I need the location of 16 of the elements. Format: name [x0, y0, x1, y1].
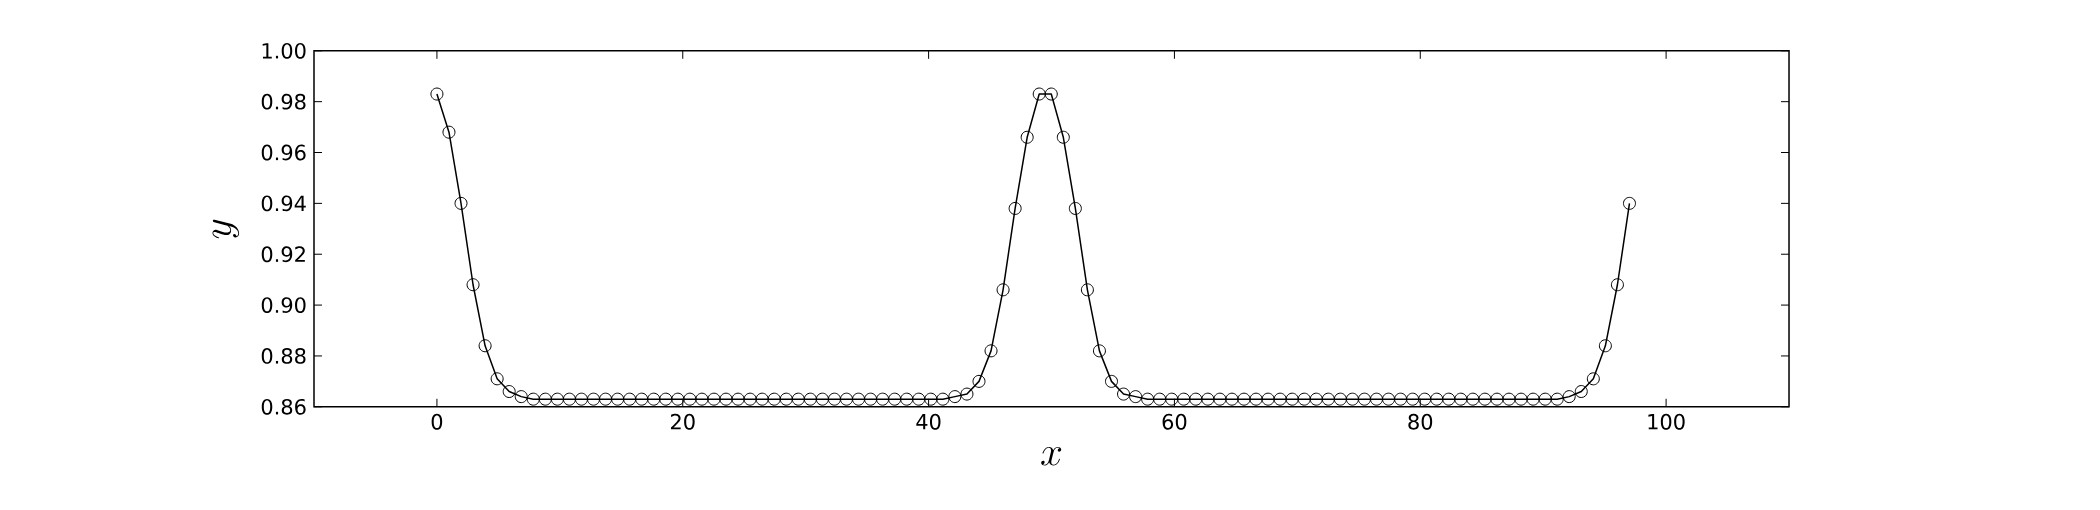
- y-tick-label: 0.88: [261, 348, 306, 364]
- y-tick-label: 0.92: [261, 246, 305, 263]
- x-tick-label: 80: [1408, 413, 1433, 430]
- y-axis-title: $y$: [212, 219, 240, 239]
- y-tick-label: 1.00: [262, 42, 306, 59]
- y-tick-label: 0.98: [261, 93, 306, 110]
- x-tick-label: 40: [916, 413, 941, 430]
- y-tick-label: 0.96: [261, 144, 306, 161]
- x-tick-label: 20: [670, 413, 695, 430]
- x-tick-label: 60: [1162, 413, 1187, 430]
- y-tick-label: 0.94: [261, 195, 306, 212]
- x-tick-label: 0: [431, 413, 443, 430]
- y-tick-label: 0.90: [261, 297, 306, 313]
- y-tick-label: 0.86: [261, 398, 306, 415]
- x-tick-label: 100: [1648, 413, 1685, 430]
- x-axis-title: $x$: [1041, 446, 1062, 466]
